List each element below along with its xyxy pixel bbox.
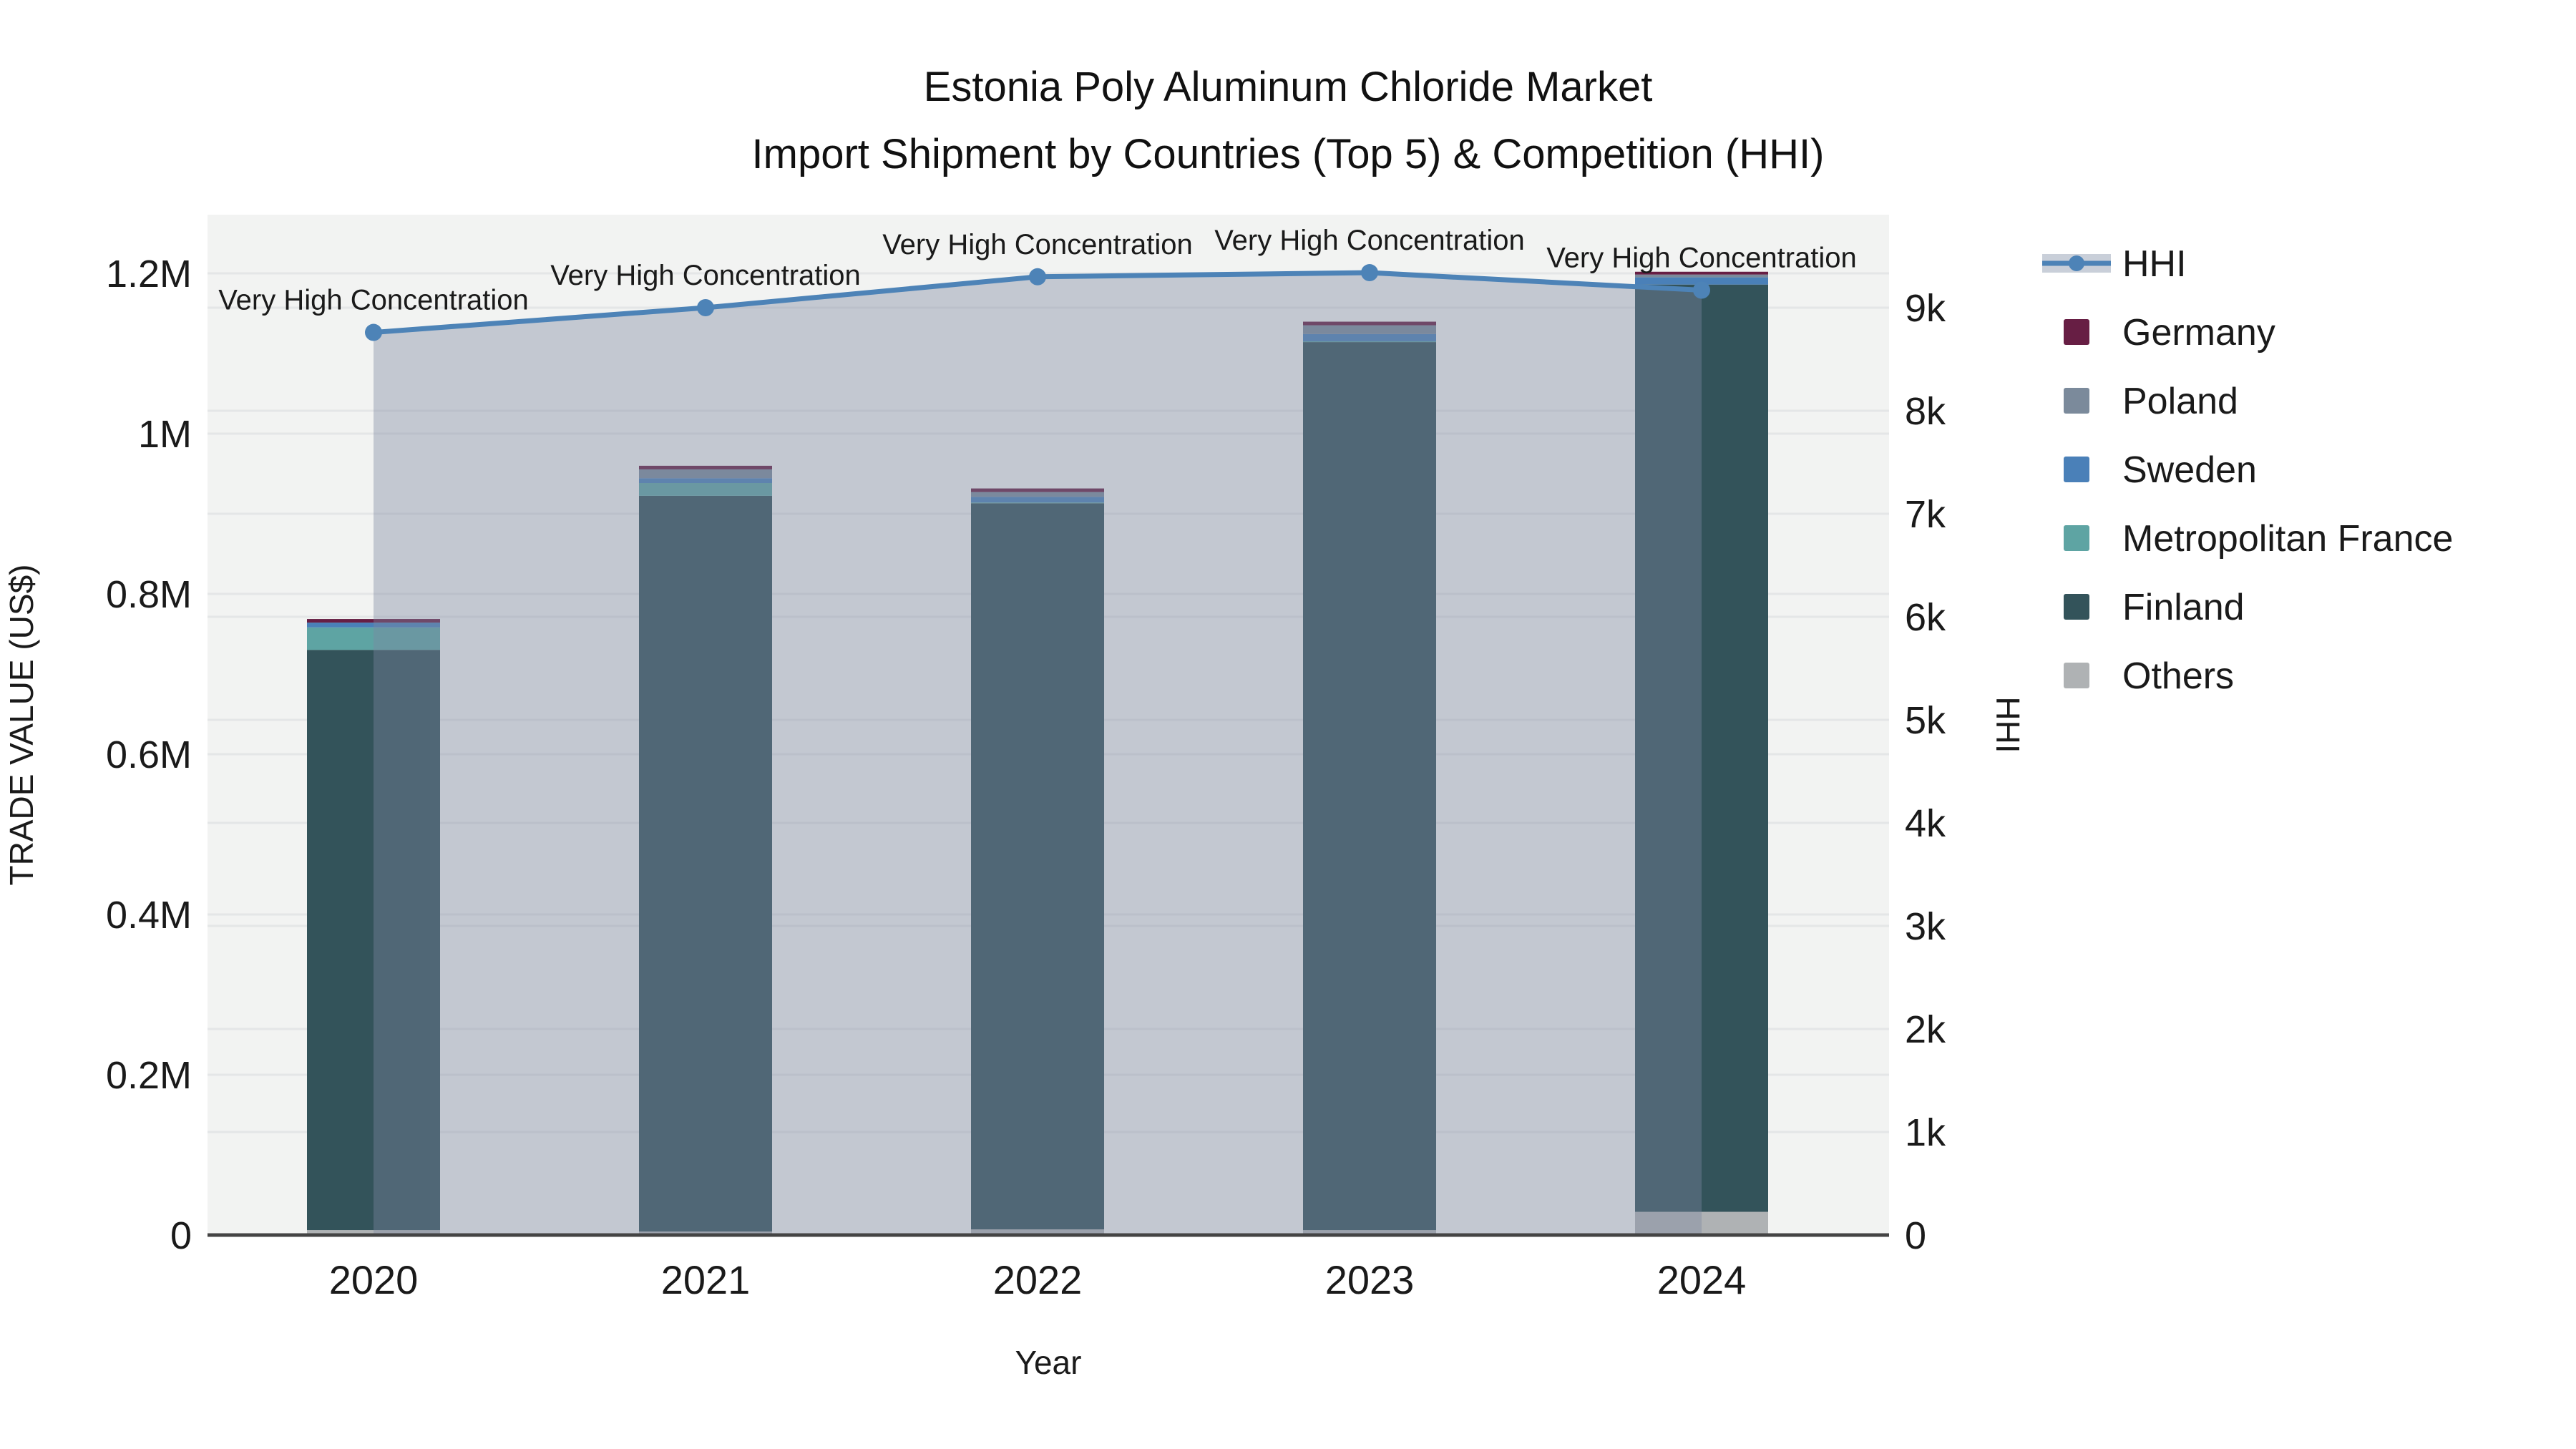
- y-left-ticks: 0 0.2M 0.4M 0.6M 0.8M 1M 1.2M: [106, 253, 192, 1257]
- legend-swatch: [2064, 663, 2089, 688]
- legend-swatch: [2064, 319, 2089, 345]
- y-right-tick-7k: 7k: [1905, 493, 1946, 536]
- bar-segment-sweden-2021[interactable]: [639, 478, 772, 483]
- bar-segment-metropolitan-france-2023[interactable]: [1303, 341, 1436, 343]
- legend-label: Germany: [2122, 312, 2275, 353]
- bar-segment-germany-2023[interactable]: [1303, 321, 1436, 326]
- legend-label: HHI: [2122, 243, 2187, 285]
- y-left-tick-0.6M: 0.6M: [106, 733, 192, 776]
- hhi-fill-polygon: [374, 273, 1702, 1235]
- legend-item-finland[interactable]: Finland: [2064, 587, 2245, 628]
- bar-segment-sweden-2020[interactable]: [307, 623, 440, 628]
- bar-segment-germany-2022[interactable]: [971, 488, 1104, 492]
- hhi-marker-2020[interactable]: [365, 323, 382, 341]
- y-left-tick-0.8M: 0.8M: [106, 573, 192, 616]
- hhi-marker-2022[interactable]: [1029, 268, 1046, 286]
- y-right-axis-title: HHI: [1989, 696, 2026, 753]
- y-right-tick-2k: 2k: [1905, 1008, 1946, 1051]
- bar-segment-others-2023[interactable]: [1303, 1230, 1436, 1235]
- bar-series-layer: [307, 271, 1768, 1235]
- legend-item-poland[interactable]: Poland: [2064, 381, 2238, 422]
- hhi-line-layer: [365, 264, 1710, 341]
- bar-segment-germany-2024[interactable]: [1635, 271, 1768, 275]
- bar-segment-finland-2023[interactable]: [1303, 342, 1436, 1231]
- chart-title-line1: Estonia Poly Aluminum Chloride Market: [923, 64, 1653, 110]
- legend-label: Poland: [2122, 381, 2238, 422]
- hhi-area-fill: [374, 273, 1702, 1235]
- chart-title-line2: Import Shipment by Countries (Top 5) & C…: [751, 131, 1825, 177]
- legend-item-metropolitan-france[interactable]: Metropolitan France: [2064, 518, 2453, 560]
- bar-segment-poland-2021[interactable]: [639, 469, 772, 479]
- legend-item-germany[interactable]: Germany: [2064, 312, 2275, 353]
- y-left-tick-0.2M: 0.2M: [106, 1054, 192, 1097]
- bar-segment-finland-2024[interactable]: [1635, 284, 1768, 1212]
- y-left-axis-title: TRADE VALUE (US$): [3, 564, 40, 885]
- bar-segment-others-2024[interactable]: [1635, 1211, 1768, 1235]
- bar-segment-poland-2023[interactable]: [1303, 325, 1436, 334]
- bar-segment-poland-2024[interactable]: [1635, 274, 1768, 278]
- bar-segment-germany-2020[interactable]: [307, 619, 440, 623]
- bar-segment-others-2022[interactable]: [971, 1229, 1104, 1235]
- bar-segment-metropolitan-france-2021[interactable]: [639, 482, 772, 496]
- annotations: Very High Concentration Very High Concent…: [218, 225, 1857, 316]
- legend: HHI Germany Poland Sweden Metropolitan Franc…: [2042, 243, 2453, 697]
- y-right-tick-3k: 3k: [1905, 905, 1946, 948]
- legend-item-others[interactable]: Others: [2064, 655, 2234, 697]
- x-axis-ticks: 2020 2021 2022 2023 2024: [329, 1257, 1747, 1302]
- y-right-tick-1k: 1k: [1905, 1111, 1946, 1154]
- y-right-tick-8k: 8k: [1905, 390, 1946, 433]
- legend-swatch: [2064, 594, 2089, 620]
- legend-label: Sweden: [2122, 449, 2257, 491]
- y-right-tick-9k: 9k: [1905, 287, 1946, 330]
- bar-segment-poland-2022[interactable]: [971, 492, 1104, 497]
- legend-label: Metropolitan France: [2122, 518, 2453, 560]
- x-tick-2022: 2022: [993, 1257, 1083, 1302]
- legend-hhi-marker: [2069, 255, 2084, 271]
- legend-label: Others: [2122, 655, 2234, 697]
- y-right-tick-5k: 5k: [1905, 699, 1946, 742]
- y-left-tick-1M: 1M: [138, 413, 192, 456]
- hhi-marker-2023[interactable]: [1361, 264, 1378, 282]
- hhi-marker-2024[interactable]: [1693, 281, 1710, 299]
- legend-item-sweden[interactable]: Sweden: [2064, 449, 2257, 491]
- bar-segment-metropolitan-france-2022[interactable]: [971, 502, 1104, 504]
- x-tick-2021: 2021: [661, 1257, 751, 1302]
- bar-segment-finland-2022[interactable]: [971, 503, 1104, 1230]
- legend-label: Finland: [2122, 587, 2245, 628]
- bar-segment-others-2020[interactable]: [307, 1230, 440, 1235]
- annotation-2021: Very High Concentration: [550, 260, 861, 291]
- bar-segment-germany-2021[interactable]: [639, 465, 772, 469]
- legend-item-hhi[interactable]: HHI: [2042, 243, 2187, 285]
- y-right-tick-0: 0: [1905, 1214, 1926, 1257]
- y-left-tick-0.4M: 0.4M: [106, 894, 192, 937]
- annotation-2022: Very High Concentration: [882, 229, 1193, 260]
- bar-segment-finland-2021[interactable]: [639, 495, 772, 1232]
- annotation-2023: Very High Concentration: [1214, 225, 1525, 256]
- annotation-2020: Very High Concentration: [218, 285, 529, 316]
- y-right-tick-4k: 4k: [1905, 802, 1946, 845]
- legend-swatch: [2064, 388, 2089, 414]
- y-left-tick-0: 0: [170, 1214, 192, 1257]
- bar-segment-sweden-2023[interactable]: [1303, 333, 1436, 341]
- legend-swatch: [2064, 525, 2089, 551]
- x-tick-2020: 2020: [329, 1257, 419, 1302]
- bar-segment-finland-2020[interactable]: [307, 650, 440, 1231]
- legend-swatch: [2064, 457, 2089, 482]
- bar-segment-sweden-2024[interactable]: [1635, 277, 1768, 285]
- bar-segment-sweden-2022[interactable]: [971, 497, 1104, 503]
- x-tick-2023: 2023: [1325, 1257, 1415, 1302]
- annotation-2024: Very High Concentration: [1546, 243, 1857, 274]
- y-right-ticks: 0 1k 2k 3k 4k 5k 6k 7k 8k 9k: [1905, 287, 1946, 1257]
- y-left-tick-1.2M: 1.2M: [106, 253, 192, 296]
- y-right-tick-6k: 6k: [1905, 596, 1946, 639]
- x-axis-title: Year: [1015, 1344, 1082, 1381]
- hhi-marker-2021[interactable]: [697, 299, 714, 316]
- x-tick-2024: 2024: [1657, 1257, 1747, 1302]
- bar-segment-metropolitan-france-2020[interactable]: [307, 627, 440, 650]
